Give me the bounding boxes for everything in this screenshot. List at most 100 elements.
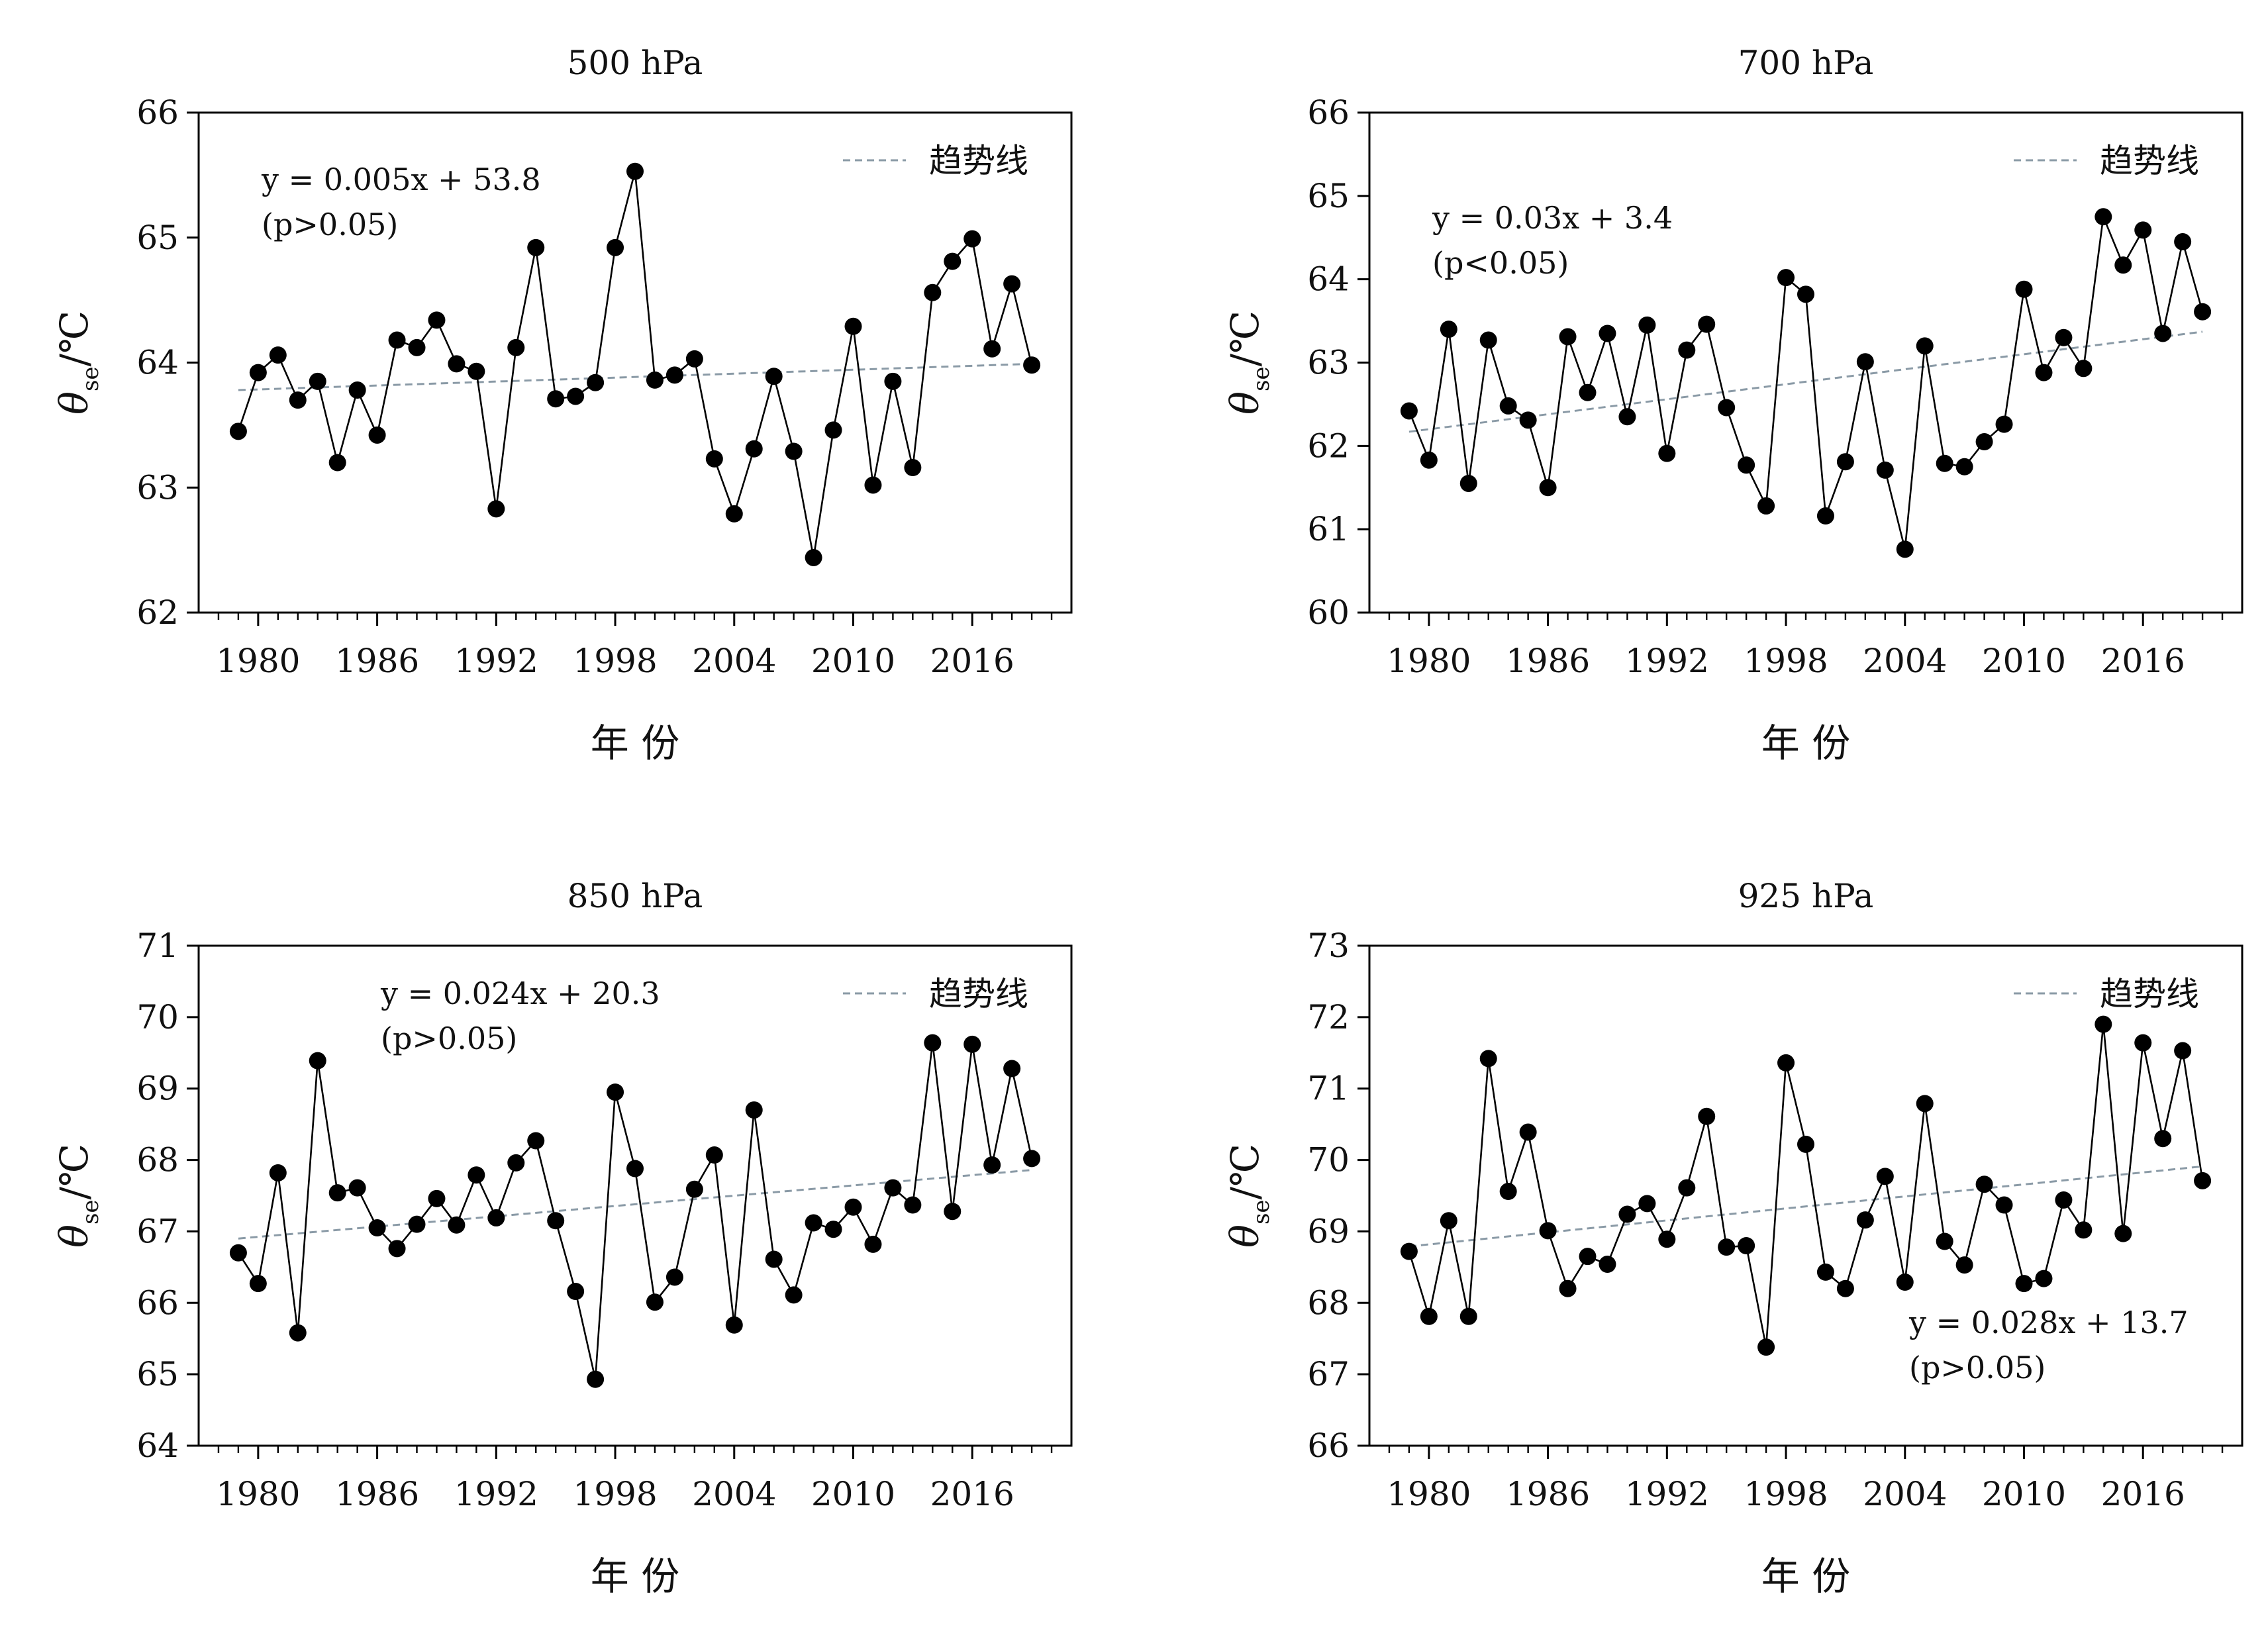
regression-equation: y = 0.005x + 53.8 [261,162,541,197]
data-point [1618,408,1636,426]
chart-panel-4: 925 hPa 66 67 68 69 70 71 72 73 1980 1986 1992 1998 2… [1222,877,2243,1599]
x-tick-label: 2010 [1982,642,2066,680]
data-point [983,340,1001,358]
x-tick-label: 1980 [216,1475,300,1513]
data-point [2114,1225,2132,1242]
data-point [1896,540,1914,558]
data-point [2174,233,2192,251]
data-point [448,355,466,373]
data-point [487,500,505,518]
data-point [2134,1034,2152,1052]
x-tick-label: 2010 [811,1475,895,1513]
data-point [725,505,743,523]
data-point [1519,411,1537,429]
data-point [1003,275,1021,293]
chart-panel-2: 700 hPa 60 61 62 63 64 65 66 1980 1986 1992 1998 200… [1222,44,2243,766]
x-tick-label: 1998 [1744,642,1828,680]
plot-frame [1368,944,2243,1447]
data-point [685,350,703,368]
data-point [666,1268,683,1286]
data-point [388,331,406,349]
data-point [607,1083,624,1101]
data-point [2194,303,2212,321]
y-axis-label: θse/℃ [52,311,104,415]
y-tick-label: 67 [1307,1355,1350,1393]
y-tick-label: 69 [1307,1212,1350,1250]
data-point [983,1156,1001,1174]
data-point [785,442,803,460]
x-axis-label: 年 份 [1761,721,1850,766]
data-point [269,1164,287,1181]
y-tick-label: 65 [136,219,179,257]
data-point [1400,402,1418,420]
data-point [685,1180,703,1198]
data-point [309,372,326,390]
data-point [1599,325,1616,342]
data-point [864,1235,882,1253]
y-tick-label: 62 [136,593,179,632]
regression-equation: y = 0.024x + 20.3 [380,976,660,1011]
legend-label: 趋势线 [929,975,1028,1013]
data-point [1599,1256,1616,1274]
data-point [844,1198,862,1216]
data-point [249,364,267,381]
data-point [1678,1179,1696,1197]
y-tick-label: 64 [1307,260,1350,299]
data-point [1995,1196,2013,1214]
data-point [1738,1237,1755,1254]
data-point [1559,328,1577,346]
series-line [1408,1024,2204,1348]
x-tick-label: 1986 [335,642,419,680]
x-tick-label: 1980 [1387,642,1471,680]
chart-panel-1: 500 hPa 62 63 64 65 66 1980 1986 1992 1998 2004 201… [52,44,1073,766]
x-tick-label: 2016 [2101,1475,2185,1513]
data-point [924,1034,942,1052]
y-tick-label: 73 [1307,926,1350,965]
x-axis-label: 年 份 [591,1554,679,1599]
data-point [567,387,585,405]
y-tick-label: 62 [1307,426,1350,465]
chart-title: 500 hPa [567,44,703,82]
data-point [348,1179,366,1197]
chart-title: 925 hPa [1738,877,1874,915]
data-point [1579,383,1597,401]
data-point [646,371,664,389]
data-point [1678,341,1696,359]
data-point [765,1250,783,1268]
x-tick-label: 2004 [1863,1475,1947,1513]
data-point [1400,1242,1418,1260]
data-point [587,374,605,391]
x-tick-label: 1980 [216,642,300,680]
trend-line [1408,330,2203,433]
data-point [626,1160,644,1177]
data-point [2035,364,2053,381]
data-point [1738,456,1755,474]
data-point [1916,337,1934,355]
data-point [527,238,545,256]
data-point [1698,1107,1716,1125]
data-point [2075,360,2093,377]
x-tick-label: 1998 [1744,1475,1828,1513]
data-point [1440,1212,1457,1230]
y-tick-label: 71 [1307,1070,1350,1108]
data-point [705,450,723,468]
data-point [1420,451,1438,469]
x-tick-label: 1986 [1506,642,1590,680]
data-point [229,1244,247,1262]
data-point [2114,256,2132,274]
y-tick-label: 67 [136,1212,179,1250]
data-point [785,1286,803,1304]
data-point [1896,1274,1914,1291]
data-point [1856,1211,1874,1229]
data-point [229,423,247,440]
data-point [607,238,624,256]
data-point [547,1212,565,1230]
data-point [1757,1338,1775,1356]
data-point [1955,458,1973,475]
y-tick-label: 71 [136,926,179,965]
data-point [1916,1095,1934,1113]
data-point [2194,1172,2212,1189]
data-point [666,366,683,384]
data-point [428,311,446,329]
